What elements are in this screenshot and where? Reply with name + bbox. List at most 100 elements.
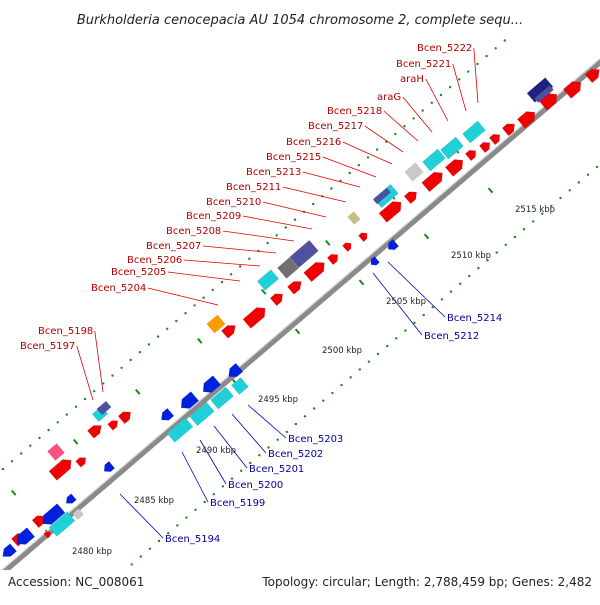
gene-arrow[interactable]	[303, 261, 325, 283]
gene-arrow[interactable]	[584, 68, 600, 84]
gene-label[interactable]: Bcen_5209	[186, 211, 241, 222]
guide-dot	[167, 532, 170, 535]
kbp-label: 2500 kbp	[322, 346, 362, 356]
gene-arrow[interactable]	[180, 391, 200, 409]
gene-box[interactable]	[534, 84, 554, 104]
gene-box[interactable]	[96, 400, 112, 416]
gene-arrow[interactable]	[48, 459, 72, 481]
gene-label[interactable]: Bcen_5218	[327, 106, 382, 117]
gene-arrow[interactable]	[31, 515, 45, 529]
gene-arrow[interactable]	[287, 281, 302, 295]
gene-box[interactable]	[462, 120, 486, 144]
gene-arrow[interactable]	[358, 232, 368, 242]
gene-box[interactable]	[166, 417, 194, 443]
gene-label[interactable]: Bcen_5211	[226, 182, 281, 193]
guide-dot	[175, 319, 178, 323]
gene-arrow[interactable]	[117, 411, 131, 425]
gene-box[interactable]	[289, 239, 319, 269]
gene-box[interactable]	[256, 269, 280, 291]
gene-label[interactable]: Bcen_5212	[424, 331, 479, 342]
gene-label[interactable]: Bcen_5207	[146, 241, 201, 252]
accession-text: Accession: NC_008061	[8, 575, 144, 589]
gene-box[interactable]	[47, 443, 65, 461]
guide-dot	[476, 62, 479, 66]
gene-label[interactable]: Bcen_5200	[228, 480, 283, 491]
gene-arrow[interactable]	[326, 254, 339, 266]
guide-dot	[348, 171, 351, 175]
gene-label[interactable]: Bcen_5202	[268, 449, 323, 460]
gene-arrow[interactable]	[269, 293, 283, 307]
gene-arrow[interactable]	[387, 238, 400, 250]
gene-label[interactable]: Bcen_5199	[210, 498, 265, 509]
gene-arrow[interactable]	[221, 325, 236, 339]
gene-arrow[interactable]	[65, 493, 77, 504]
guide-dot	[93, 390, 96, 393]
gene-arrow[interactable]	[87, 425, 102, 439]
guide-dot	[276, 438, 279, 441]
gene-arrow[interactable]	[43, 531, 51, 539]
gene-arrow[interactable]	[107, 420, 119, 431]
gene-label[interactable]: Bcen_5215	[266, 152, 321, 163]
gene-arrow[interactable]	[228, 362, 244, 378]
gene-arrow[interactable]	[403, 191, 417, 205]
gene-label[interactable]: araH	[400, 74, 424, 85]
gene-label[interactable]: Bcen_5216	[286, 137, 341, 148]
label-leader-line	[202, 245, 277, 254]
gene-box[interactable]	[210, 386, 234, 410]
gene-arrow[interactable]	[516, 111, 536, 129]
gene-arrow[interactable]	[444, 159, 464, 177]
gene-label[interactable]: Bcen_5201	[249, 464, 304, 475]
guide-dot	[532, 220, 535, 223]
gene-box[interactable]	[404, 162, 424, 182]
gene-label[interactable]: Bcen_5197	[20, 341, 75, 352]
gene-label[interactable]: Bcen_5210	[206, 197, 261, 208]
gene-label[interactable]: araG	[377, 92, 401, 103]
backbone-line	[0, 59, 600, 579]
gene-box[interactable]	[277, 257, 299, 279]
gene-arrow[interactable]	[16, 527, 36, 545]
gene-box[interactable]	[422, 148, 446, 172]
guide-dot	[503, 39, 506, 42]
guide-dot	[285, 430, 288, 434]
gene-box[interactable]	[231, 377, 249, 395]
gene-box[interactable]	[347, 211, 361, 225]
gene-label[interactable]: Bcen_5194	[165, 534, 220, 545]
gene-label[interactable]: Bcen_5217	[308, 121, 363, 132]
gene-arrow[interactable]	[464, 150, 477, 162]
gene-arrow[interactable]	[103, 460, 116, 472]
gene-arrow[interactable]	[378, 201, 402, 223]
gene-arrow[interactable]	[421, 171, 443, 193]
gene-arrow[interactable]	[370, 256, 380, 266]
gene-label[interactable]: Bcen_5206	[127, 255, 182, 266]
gene-box[interactable]	[72, 508, 84, 520]
gene-label[interactable]: Bcen_5222	[417, 43, 472, 54]
gene-box[interactable]	[48, 511, 76, 537]
guide-dot	[349, 376, 352, 379]
gene-arrow[interactable]	[242, 307, 266, 329]
gene-arrow[interactable]	[75, 457, 87, 468]
gene-box[interactable]	[189, 401, 215, 427]
gene-label[interactable]: Bcen_5198	[38, 326, 93, 337]
gene-box[interactable]	[206, 314, 226, 334]
guide-dot	[294, 422, 298, 426]
gene-label[interactable]: Bcen_5205	[111, 267, 166, 278]
gene-arrow[interactable]	[161, 407, 175, 421]
gene-label[interactable]: Bcen_5221	[396, 59, 451, 70]
gene-label[interactable]: Bcen_5204	[91, 283, 146, 294]
gene-arrow[interactable]	[478, 142, 491, 154]
gene-label[interactable]: Bcen_5203	[288, 434, 343, 445]
gene-arrow[interactable]	[342, 242, 352, 252]
gene-arrow[interactable]	[202, 375, 222, 393]
gene-box[interactable]	[372, 187, 392, 205]
gene-label[interactable]: Bcen_5213	[246, 167, 301, 178]
gene-label[interactable]: Bcen_5208	[166, 226, 221, 237]
guide-dot	[568, 189, 571, 192]
gene-arrow[interactable]	[2, 543, 17, 557]
gene-arrow[interactable]	[501, 123, 515, 137]
gene-label[interactable]: Bcen_5214	[447, 313, 502, 324]
guide-dot	[586, 173, 590, 176]
gene-box[interactable]	[440, 136, 464, 160]
gene-arrow[interactable]	[562, 81, 582, 99]
gene-arrow[interactable]	[42, 503, 66, 525]
gene-arrow[interactable]	[488, 134, 501, 146]
